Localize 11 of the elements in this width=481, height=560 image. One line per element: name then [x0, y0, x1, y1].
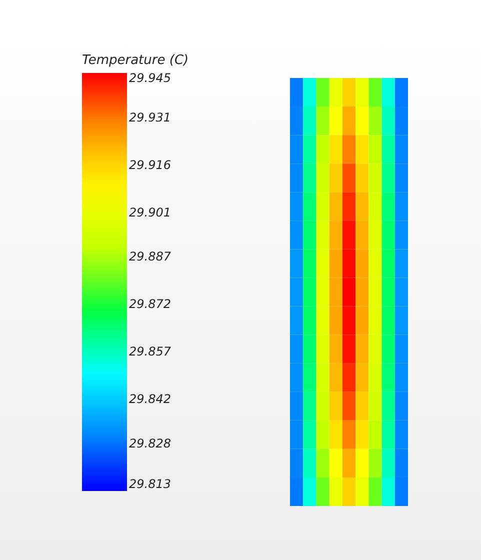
color-bar-label: 29.931 — [129, 110, 171, 124]
color-bar-label: 29.857 — [129, 344, 172, 359]
color-bar-label: 29.842 — [129, 392, 171, 406]
color-bar-label: 29.813 — [129, 477, 171, 491]
color-bar-label: 29.887 — [129, 250, 172, 264]
color-bar-label: 29.901 — [129, 205, 171, 220]
color-bar-title: Temperature (C) — [82, 53, 189, 68]
color-bar-label: 29.945 — [129, 71, 171, 85]
color-bar-label: 29.872 — [129, 297, 171, 312]
color-bar-label: 29.916 — [129, 158, 172, 172]
color-bar-label: 29.828 — [129, 436, 172, 450]
